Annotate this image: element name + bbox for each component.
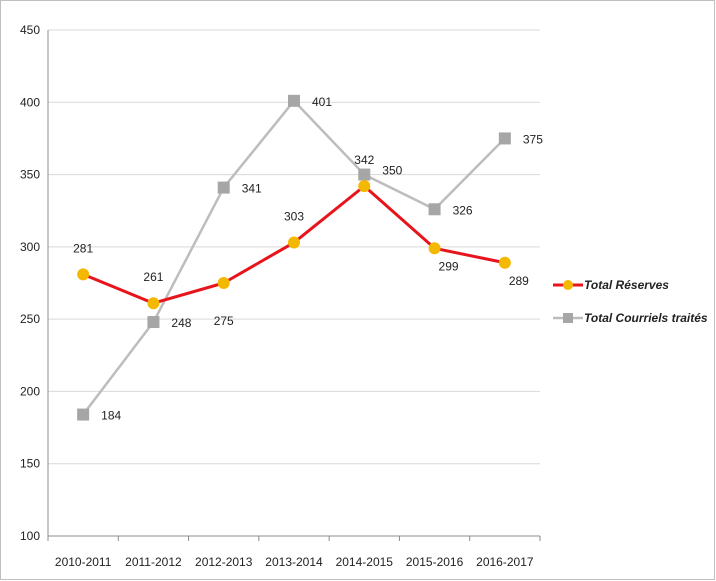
series-line <box>82 99 506 416</box>
legend: Total Réserves Total Courriels traités <box>553 278 708 325</box>
legend-label: Total Réserves <box>584 278 669 292</box>
data-label: 289 <box>509 274 529 288</box>
data-point <box>428 203 441 216</box>
data-label: 275 <box>214 314 234 328</box>
series-total-reserves: 281 261 275 303 342 299 289 <box>73 153 529 328</box>
series-group: 1842483414013503263752812612753033422992… <box>73 94 543 423</box>
data-point <box>217 181 230 194</box>
legend-marker <box>563 280 573 290</box>
legend-marker <box>563 313 573 323</box>
data-label: 342 <box>354 153 374 167</box>
data-label: 248 <box>171 316 191 330</box>
x-tick-label: 2016-2017 <box>476 555 534 569</box>
y-tick-label: 450 <box>20 23 40 37</box>
x-tick-label: 2010-2011 <box>55 555 112 569</box>
data-label: 281 <box>73 241 93 255</box>
y-tick-label: 300 <box>20 240 40 254</box>
y-tick-label: 400 <box>20 95 40 109</box>
data-point <box>428 242 441 255</box>
y-tick-label: 350 <box>20 168 40 182</box>
data-label: 303 <box>284 210 304 224</box>
y-tick-label: 150 <box>20 457 40 471</box>
data-point <box>77 268 90 281</box>
data-label: 326 <box>453 203 473 217</box>
data-point <box>288 94 300 107</box>
data-point <box>498 132 511 145</box>
y-tick-label: 100 <box>20 529 40 543</box>
data-point <box>498 256 511 269</box>
data-point <box>358 180 371 193</box>
x-tick-label: 2012-2013 <box>195 555 253 569</box>
data-point <box>217 277 230 289</box>
x-tick-labels: 2010-2011 2011-2012 2012-2013 2013-2014 2014… <box>55 555 534 569</box>
x-tick-label: 2011-2012 <box>125 555 182 569</box>
data-label: 341 <box>242 182 262 196</box>
legend-label: Total Courriels traités <box>584 311 708 325</box>
axes <box>47 30 541 541</box>
data-label: 184 <box>101 409 121 423</box>
data-point <box>358 168 371 181</box>
data-point <box>77 408 90 421</box>
y-tick-labels: 100 150 200 250 300 350 400 450 <box>20 23 40 543</box>
data-label: 375 <box>523 132 543 146</box>
data-label: 350 <box>382 164 402 178</box>
data-point <box>288 236 300 249</box>
data-label: 401 <box>312 95 332 109</box>
x-tick-label: 2013-2014 <box>265 555 323 569</box>
x-tick-label: 2015-2016 <box>406 555 464 569</box>
data-label: 261 <box>143 270 163 284</box>
data-label: 299 <box>439 259 459 273</box>
x-tick-label: 2014-2015 <box>336 555 394 569</box>
y-tick-label: 200 <box>20 384 40 398</box>
data-point <box>147 297 160 310</box>
data-point <box>147 316 160 329</box>
y-tick-label: 250 <box>20 312 40 326</box>
series-total-courriels-traites: 184 248 341 401 350 326 375 <box>77 94 543 423</box>
